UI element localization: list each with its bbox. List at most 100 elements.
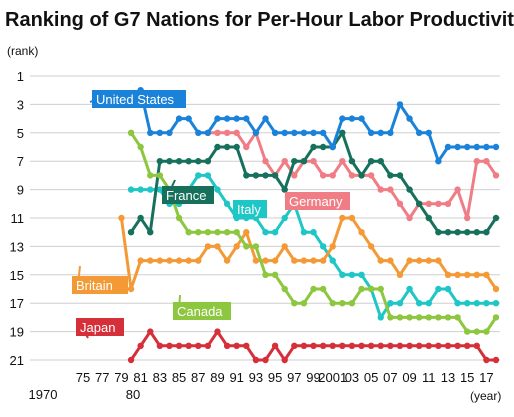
data-point xyxy=(291,342,298,349)
data-point xyxy=(175,214,183,222)
y-tick-label: 13 xyxy=(10,239,24,254)
data-point xyxy=(473,342,480,349)
data-point xyxy=(214,129,221,136)
series-label-leader xyxy=(77,265,81,286)
data-point xyxy=(195,342,202,349)
data-point xyxy=(425,314,432,321)
data-point xyxy=(492,172,500,179)
data-point xyxy=(310,143,317,151)
data-point xyxy=(214,243,221,250)
data-point xyxy=(185,342,192,349)
data-point xyxy=(127,186,135,193)
data-point xyxy=(281,158,288,165)
data-point xyxy=(339,129,346,136)
y-tick-label: 3 xyxy=(17,97,24,112)
series-label-box xyxy=(173,302,231,320)
x-tick-label: 17 xyxy=(479,370,493,385)
data-point xyxy=(358,115,365,122)
data-point xyxy=(483,271,490,278)
data-point xyxy=(415,314,423,321)
data-point xyxy=(425,200,432,207)
data-point xyxy=(473,328,480,335)
y-axis-label: (rank) xyxy=(7,44,38,58)
data-point xyxy=(214,143,221,151)
data-point xyxy=(377,285,384,293)
data-point xyxy=(271,129,279,136)
data-point xyxy=(271,172,279,179)
data-point xyxy=(396,342,404,349)
data-point xyxy=(291,172,298,179)
data-point xyxy=(339,342,346,349)
data-point xyxy=(473,143,480,151)
series-label-leader xyxy=(238,208,247,213)
data-point xyxy=(310,342,317,349)
data-point xyxy=(233,129,240,136)
series-label-united-states: United States xyxy=(89,90,186,108)
x-tick-label: 77 xyxy=(95,370,109,385)
data-point xyxy=(415,342,423,349)
data-point xyxy=(492,143,500,151)
data-point xyxy=(387,129,394,136)
data-point xyxy=(291,300,298,307)
data-point xyxy=(396,271,404,278)
data-point xyxy=(300,300,308,307)
data-point xyxy=(195,129,202,136)
x-tick-label: 07 xyxy=(383,370,397,385)
x-tick-label-secondary: 80 xyxy=(126,387,140,402)
data-point xyxy=(492,314,500,321)
data-point xyxy=(406,115,413,122)
data-point xyxy=(310,129,317,136)
data-point xyxy=(223,257,231,264)
data-point xyxy=(339,300,346,307)
data-point xyxy=(367,129,375,136)
x-tick-label-secondary: 1970 xyxy=(29,387,58,402)
data-point xyxy=(204,229,212,236)
data-point xyxy=(473,300,480,307)
series-label-text: France xyxy=(166,188,206,203)
x-tick-label: 75 xyxy=(76,370,90,385)
data-point xyxy=(271,229,279,236)
data-point xyxy=(262,257,269,264)
data-point xyxy=(463,214,471,222)
data-point xyxy=(243,342,250,349)
data-point xyxy=(147,257,154,264)
data-point xyxy=(492,356,500,364)
data-point xyxy=(367,342,375,349)
data-point xyxy=(444,342,452,349)
data-point xyxy=(271,342,279,349)
x-tick-label: 2001 xyxy=(318,370,347,385)
data-point xyxy=(166,129,173,136)
data-point xyxy=(166,342,173,349)
data-point xyxy=(185,257,192,264)
data-point xyxy=(358,271,365,278)
data-point xyxy=(147,186,154,193)
data-point xyxy=(137,186,144,193)
data-point xyxy=(214,115,221,122)
data-point xyxy=(281,356,288,364)
data-point xyxy=(329,172,336,179)
series-label-text: Germany xyxy=(289,194,343,209)
data-point xyxy=(473,158,480,165)
data-point xyxy=(214,229,221,236)
data-point xyxy=(300,229,308,236)
y-tick-label: 17 xyxy=(10,296,24,311)
data-point xyxy=(358,342,365,349)
data-point xyxy=(348,158,356,165)
x-tick-label: 11 xyxy=(422,370,436,385)
data-point xyxy=(291,129,298,136)
data-point xyxy=(463,300,471,307)
data-point xyxy=(425,257,432,264)
data-point xyxy=(300,129,308,136)
data-point xyxy=(156,186,164,193)
data-point xyxy=(425,342,432,349)
data-point xyxy=(454,143,461,151)
y-tick-label: 7 xyxy=(17,154,24,169)
data-point xyxy=(454,300,461,307)
y-tick-label: 5 xyxy=(17,126,24,141)
data-point xyxy=(195,172,202,179)
data-point xyxy=(291,158,298,165)
data-point xyxy=(195,257,202,264)
data-point xyxy=(367,158,375,165)
